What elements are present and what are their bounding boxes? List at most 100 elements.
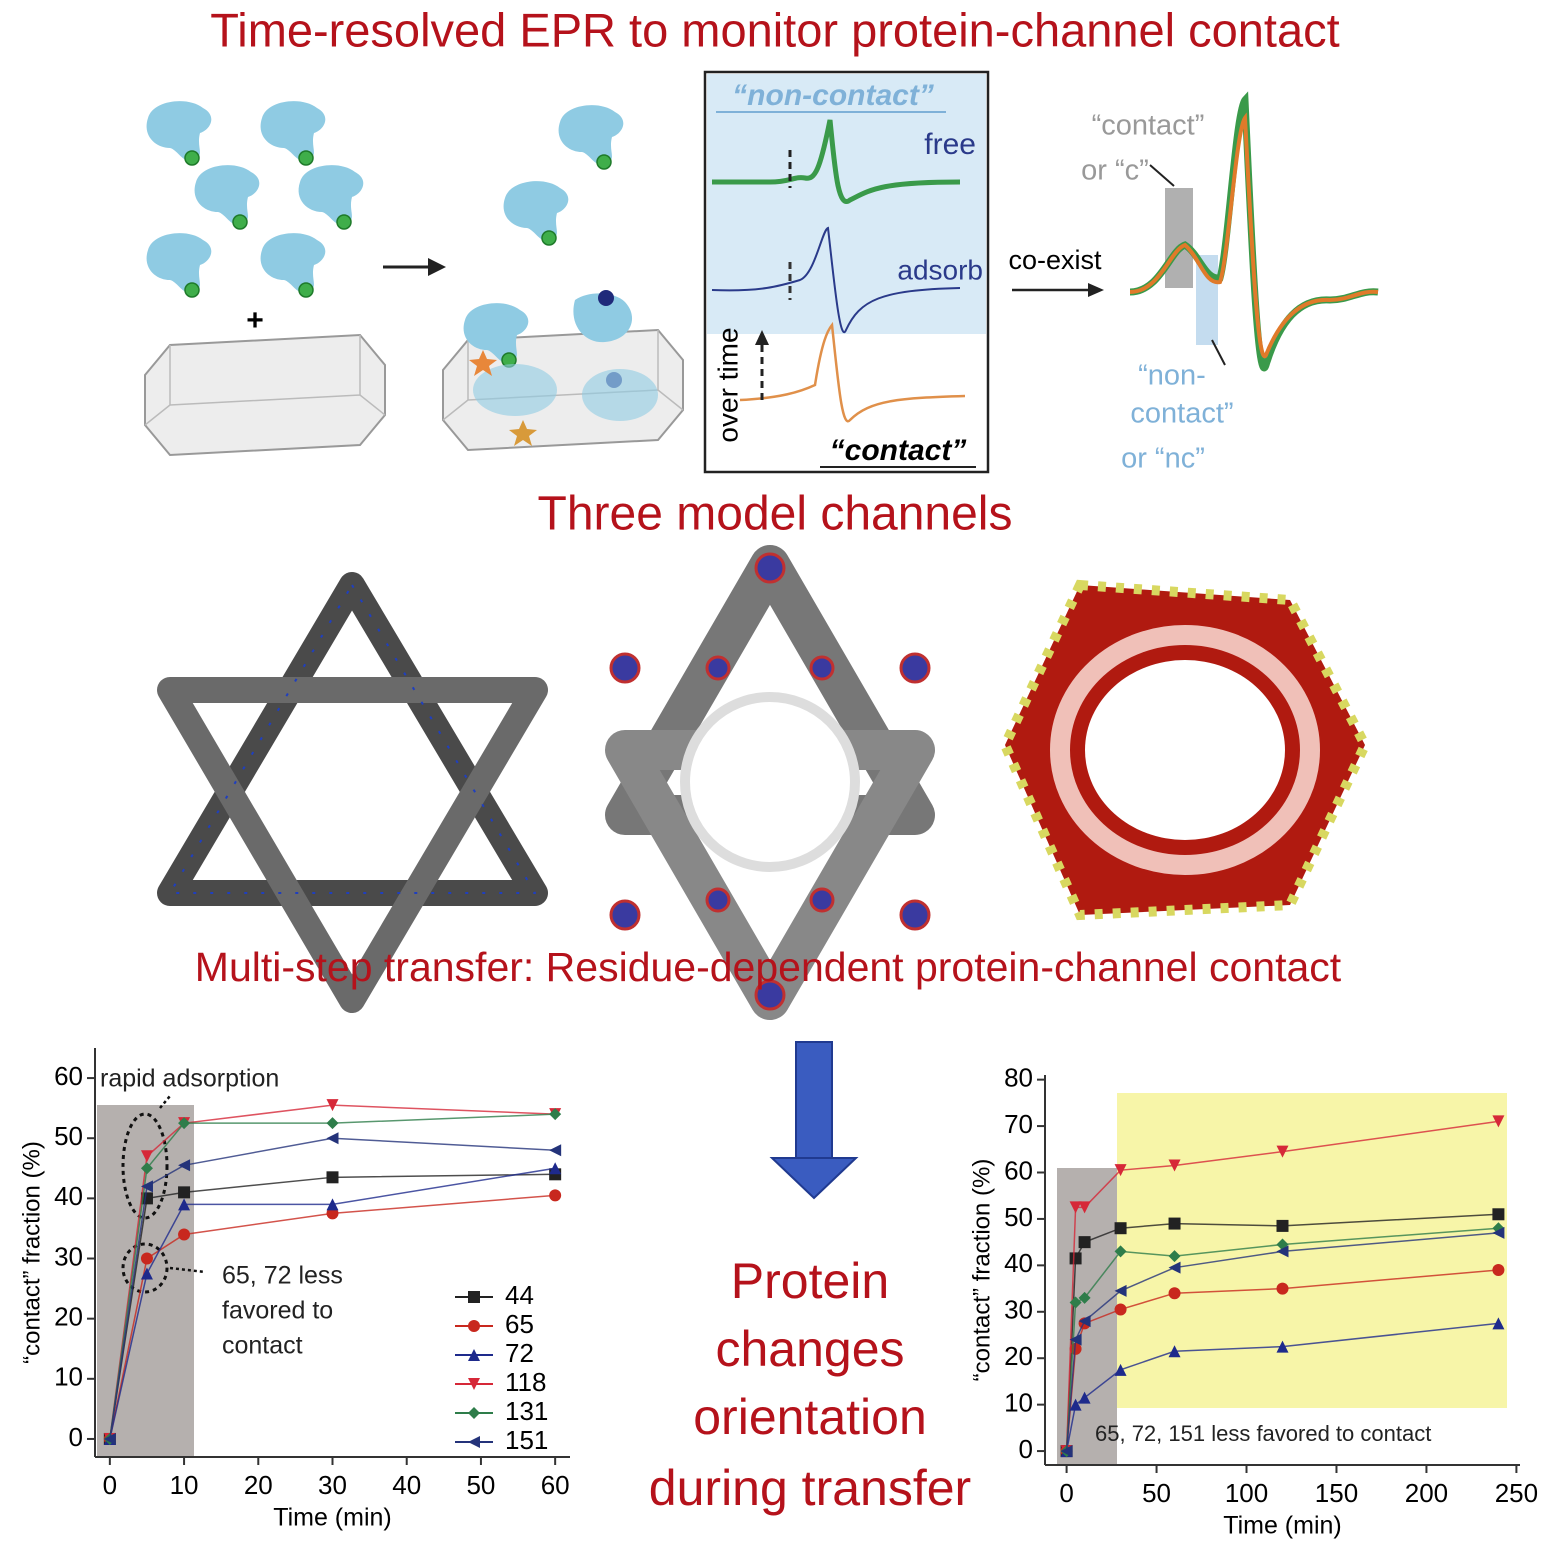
dotted-ellipse [121, 1242, 169, 1294]
center-text: during transfer [649, 1460, 971, 1516]
annotation: 65, 72 less [222, 1262, 343, 1290]
data-point [1078, 1391, 1091, 1404]
data-point [1276, 1145, 1289, 1158]
x-tick-label: 200 [1405, 1478, 1448, 1508]
data-point [326, 1117, 339, 1130]
protein [502, 180, 570, 246]
data-point [1069, 1201, 1082, 1214]
protein [145, 100, 213, 166]
x-tick-label: 60 [541, 1470, 570, 1500]
data-point [549, 1189, 562, 1202]
legend-marker [468, 1407, 480, 1419]
y-tick-label: 70 [1004, 1109, 1033, 1139]
data-point [140, 1267, 153, 1280]
y-tick-label: 50 [1004, 1202, 1033, 1232]
annotation: rapid adsorption [100, 1065, 279, 1093]
dotted-arrow [159, 1095, 171, 1109]
x-tick-label: 10 [170, 1470, 199, 1500]
legend-marker [468, 1320, 480, 1332]
protein [145, 232, 213, 298]
data-point [1060, 1445, 1073, 1458]
x-tick-label: 20 [244, 1470, 273, 1500]
data-point [103, 1432, 116, 1445]
y-tick-label: 20 [1004, 1341, 1033, 1371]
legend-marker [468, 1349, 480, 1361]
noncontact-nc-label: or “nc” [1121, 443, 1205, 475]
non-contact-label: “non-contact” [732, 79, 934, 112]
legend-label: 65 [505, 1309, 534, 1339]
data-point [1168, 1261, 1181, 1274]
annotation: contact [222, 1332, 303, 1360]
dotted-ellipse [121, 1112, 169, 1220]
noncontact-nc-label: contact” [1130, 398, 1233, 430]
channel-structure [157, 572, 548, 1013]
data-point [1114, 1222, 1127, 1235]
y-tick-label: 80 [1004, 1063, 1033, 1093]
data-point [178, 1159, 191, 1172]
x-tick-label: 50 [1142, 1478, 1171, 1508]
x-tick-label: 40 [392, 1470, 421, 1500]
data-point [1069, 1398, 1082, 1411]
annotation: favored to [222, 1297, 333, 1325]
data-point [1276, 1245, 1289, 1258]
data-point [1492, 1264, 1505, 1276]
protein [193, 164, 261, 230]
contact-star [469, 350, 497, 376]
x-tick-label: 150 [1315, 1478, 1358, 1508]
data-point [1168, 1287, 1181, 1300]
data-point [1492, 1208, 1505, 1221]
center-text: Protein [731, 1253, 889, 1309]
protein [259, 232, 327, 298]
y-tick-label: 30 [1004, 1295, 1033, 1325]
data-point [1168, 1159, 1181, 1172]
contact-label: “contact” [830, 434, 967, 467]
legend-marker [468, 1291, 480, 1303]
coexist-label: co-exist [1008, 245, 1102, 275]
protein [573, 293, 633, 343]
x-tick-label: 0 [103, 1470, 117, 1500]
noncontact-nc-label: “non- [1138, 360, 1206, 392]
y-tick-label: 60 [1004, 1155, 1033, 1185]
contact-c-label: “contact” [1092, 110, 1205, 142]
y-tick-label: 20 [54, 1302, 83, 1332]
data-point [1276, 1219, 1289, 1232]
data-point [140, 1252, 153, 1265]
channel-structure [605, 545, 935, 1020]
legend-label: 118 [505, 1367, 546, 1397]
y-tick-label: 0 [1019, 1434, 1033, 1464]
data-point [326, 1207, 339, 1220]
section-title: Three model channels [538, 488, 1013, 541]
y-tick-label: 40 [54, 1181, 83, 1211]
y-axis-label: “contact” fraction (%) [18, 1141, 45, 1364]
legend-label: 151 [505, 1425, 548, 1455]
data-point [1276, 1340, 1289, 1353]
down-arrow [769, 1041, 859, 1200]
y-tick-label: 60 [54, 1061, 83, 1091]
data-point [1168, 1217, 1181, 1230]
x-tick-label: 100 [1225, 1478, 1268, 1508]
protein [582, 369, 658, 421]
data-point [1276, 1282, 1289, 1295]
data-point [1078, 1291, 1091, 1304]
contact-c-label: or “c” [1081, 155, 1149, 187]
data-point [140, 1150, 153, 1163]
data-point [326, 1099, 339, 1112]
x-tick-label: 30 [318, 1470, 347, 1500]
data-point [178, 1117, 191, 1130]
protein [557, 104, 625, 170]
y-tick-label: 40 [1004, 1248, 1033, 1278]
data-point [326, 1198, 339, 1211]
protein [297, 164, 365, 230]
protein [473, 364, 557, 416]
x-tick-label: 50 [466, 1470, 495, 1500]
contact-star [509, 420, 537, 446]
legend-label: 131 [505, 1396, 548, 1426]
shaded-region [1057, 1168, 1117, 1465]
y-tick-label: 10 [54, 1362, 83, 1392]
data-point [1078, 1236, 1091, 1249]
y-tick-label: 50 [54, 1121, 83, 1151]
data-point [1492, 1317, 1505, 1330]
y-tick-label: 10 [1004, 1388, 1033, 1418]
data-point [178, 1228, 191, 1241]
